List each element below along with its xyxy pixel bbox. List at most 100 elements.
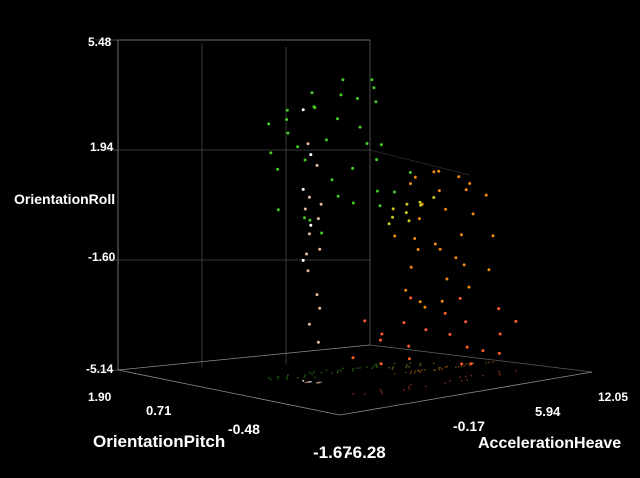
- box-edge: [369, 344, 593, 373]
- data-point: [351, 356, 355, 360]
- floor-shadow-point: [468, 362, 470, 365]
- floor-shadow-point: [407, 386, 410, 389]
- data-point: [419, 203, 423, 207]
- data-point: [465, 345, 469, 349]
- floor-shadow-point: [455, 366, 457, 369]
- data-point: [407, 357, 411, 361]
- floor-shadow-point: [309, 380, 312, 383]
- floor-shadow-point: [320, 381, 322, 384]
- data-point: [316, 340, 320, 344]
- floor-shadow-point: [437, 367, 440, 369]
- floor-projection-layer: [267, 361, 517, 395]
- floor-shadow-point: [313, 376, 316, 379]
- floor-shadow-point: [296, 376, 299, 379]
- floor-shadow-point: [414, 370, 417, 372]
- floor-shadow-point: [419, 371, 422, 374]
- data-point: [320, 231, 324, 235]
- data-point: [402, 321, 406, 325]
- floor-shadow-point: [267, 376, 270, 379]
- data-point: [437, 189, 441, 193]
- data-point: [458, 296, 462, 300]
- data-point: [432, 196, 436, 199]
- roll-axis-label: OrientationRoll: [14, 191, 115, 207]
- box-edge: [339, 371, 593, 416]
- data-point: [416, 248, 420, 251]
- floor-shadow-point: [352, 392, 354, 395]
- floor-shadow-point: [305, 381, 308, 384]
- floor-shadow-point: [403, 389, 405, 391]
- floor-shadow-point: [441, 368, 444, 370]
- data-point: [497, 351, 501, 355]
- data-point: [409, 296, 413, 300]
- data-point: [454, 256, 458, 260]
- floor-shadow-point: [379, 388, 382, 391]
- floor-shadow-point: [340, 369, 342, 372]
- data-point: [309, 153, 313, 157]
- floor-shadow-point: [470, 374, 473, 377]
- data-point: [312, 105, 316, 109]
- data-point: [393, 234, 397, 238]
- floor-shadow-point: [304, 374, 306, 376]
- floor-shadow-point: [307, 381, 309, 383]
- roll-tick-label: -1.60: [88, 250, 116, 264]
- floor-shadow-point: [317, 381, 320, 384]
- floor-shadow-point: [388, 366, 390, 369]
- data-point: [379, 143, 383, 147]
- floor-shadow-point: [418, 369, 421, 372]
- data-point: [363, 319, 367, 323]
- floor-shadow-point: [465, 363, 468, 365]
- floor-shadow-point: [439, 366, 441, 369]
- floor-shadow-point: [376, 366, 379, 369]
- data-point: [306, 142, 310, 146]
- data-point: [378, 204, 382, 208]
- floor-shadow-point: [373, 365, 375, 368]
- data-point: [459, 233, 463, 237]
- floor-shadow-point: [464, 375, 467, 378]
- data-point: [481, 349, 485, 353]
- data-point: [330, 178, 334, 182]
- data-point: [467, 285, 471, 289]
- floor-shadow-point: [432, 362, 435, 365]
- floor-shadow-point: [460, 365, 463, 368]
- data-point: [318, 306, 322, 310]
- data-point: [379, 338, 382, 342]
- data-point: [497, 307, 501, 311]
- data-point: [391, 207, 395, 211]
- data-point: [372, 86, 376, 90]
- floor-shadow-point: [304, 381, 307, 384]
- floor-shadow-point: [371, 367, 373, 370]
- floor-shadow-point: [434, 369, 437, 371]
- gridline: [369, 149, 471, 176]
- data-point: [471, 212, 475, 216]
- data-point: [370, 78, 374, 82]
- data-point: [393, 190, 396, 194]
- data-point: [440, 299, 444, 303]
- floor-shadow-point: [302, 379, 305, 382]
- floor-shadow-point: [316, 382, 318, 384]
- floor-shadow-point: [419, 362, 422, 365]
- floor-shadow-point: [309, 371, 311, 374]
- data-point: [464, 188, 468, 192]
- heave-axis-ticks: -6.28 -0.17 5.94 12.05: [347, 390, 628, 462]
- data-point: [296, 145, 300, 149]
- data-point: [285, 118, 289, 121]
- floor-shadow-point: [352, 367, 355, 370]
- floor-shadow-point: [444, 366, 447, 368]
- data-point: [413, 237, 417, 240]
- data-point: [267, 122, 271, 126]
- data-point: [315, 293, 319, 297]
- floor-shadow-point: [286, 376, 289, 379]
- data-point: [487, 268, 491, 272]
- floor-shadow-point: [408, 388, 411, 390]
- floor-shadow-point: [409, 362, 412, 365]
- heave-tick-label: -6.28: [347, 443, 386, 462]
- floor-shadow-point: [308, 381, 311, 383]
- floor-shadow-point: [393, 362, 396, 365]
- data-point: [391, 215, 394, 219]
- data-point: [438, 247, 442, 251]
- floor-shadow-point: [424, 368, 426, 371]
- data-point: [301, 258, 305, 262]
- data-point: [469, 362, 473, 366]
- data-point: [341, 78, 345, 82]
- floor-shadow-point: [406, 364, 408, 367]
